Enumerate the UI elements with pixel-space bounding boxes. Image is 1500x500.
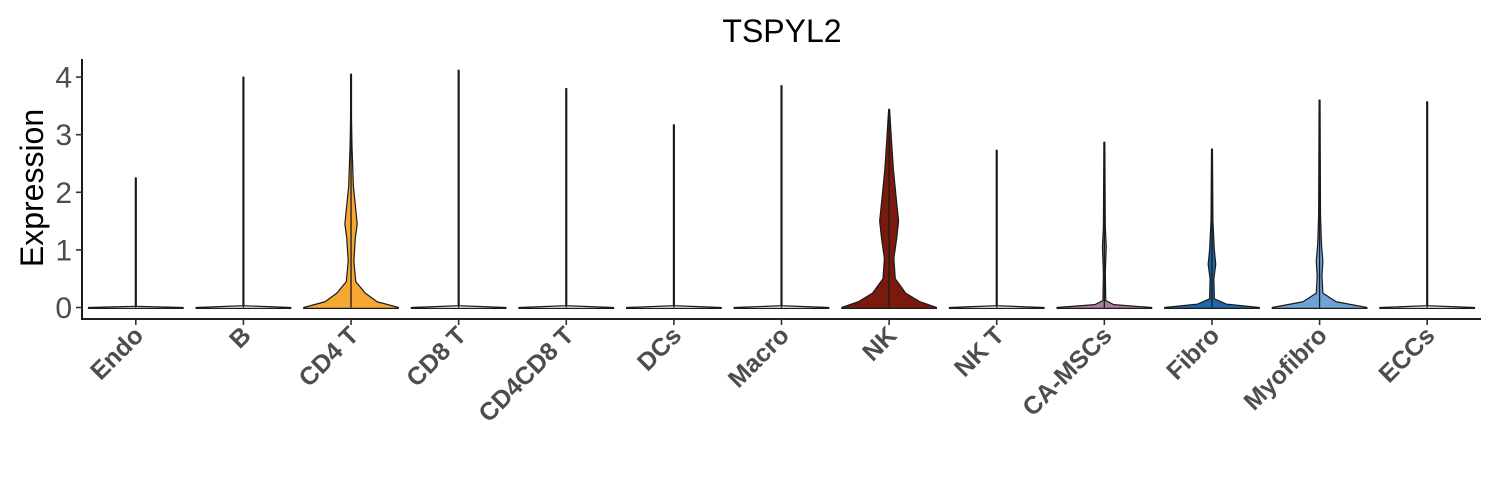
x-tick-label: CD8 T	[401, 321, 472, 392]
x-tick-label: Macro	[723, 321, 795, 393]
x-tick-label: B	[224, 321, 257, 354]
x-tick-label: CD4CD8 T	[473, 321, 579, 427]
x-tick-label: ECCs	[1373, 321, 1440, 388]
x-tick-label: Fibro	[1161, 321, 1225, 385]
y-tick-label: 3	[55, 119, 72, 152]
y-tick-label: 1	[55, 234, 72, 267]
x-tick-label: CD4 T	[293, 321, 364, 392]
x-tick-label: NK T	[949, 321, 1010, 382]
chart-title: TSPYL2	[722, 13, 841, 49]
y-tick-label: 4	[55, 62, 72, 95]
x-tick-label: NK	[857, 321, 902, 366]
y-tick-label: 2	[55, 177, 72, 210]
y-tick-label: 0	[55, 292, 72, 325]
y-axis-label: Expression	[14, 109, 50, 267]
x-tick-label: Endo	[85, 321, 149, 385]
x-tick-label: Myofibro	[1238, 321, 1332, 415]
plot-area	[87, 69, 1476, 309]
x-tick-label: DCs	[632, 321, 687, 376]
x-tick-label: CA-MSCs	[1017, 321, 1117, 421]
